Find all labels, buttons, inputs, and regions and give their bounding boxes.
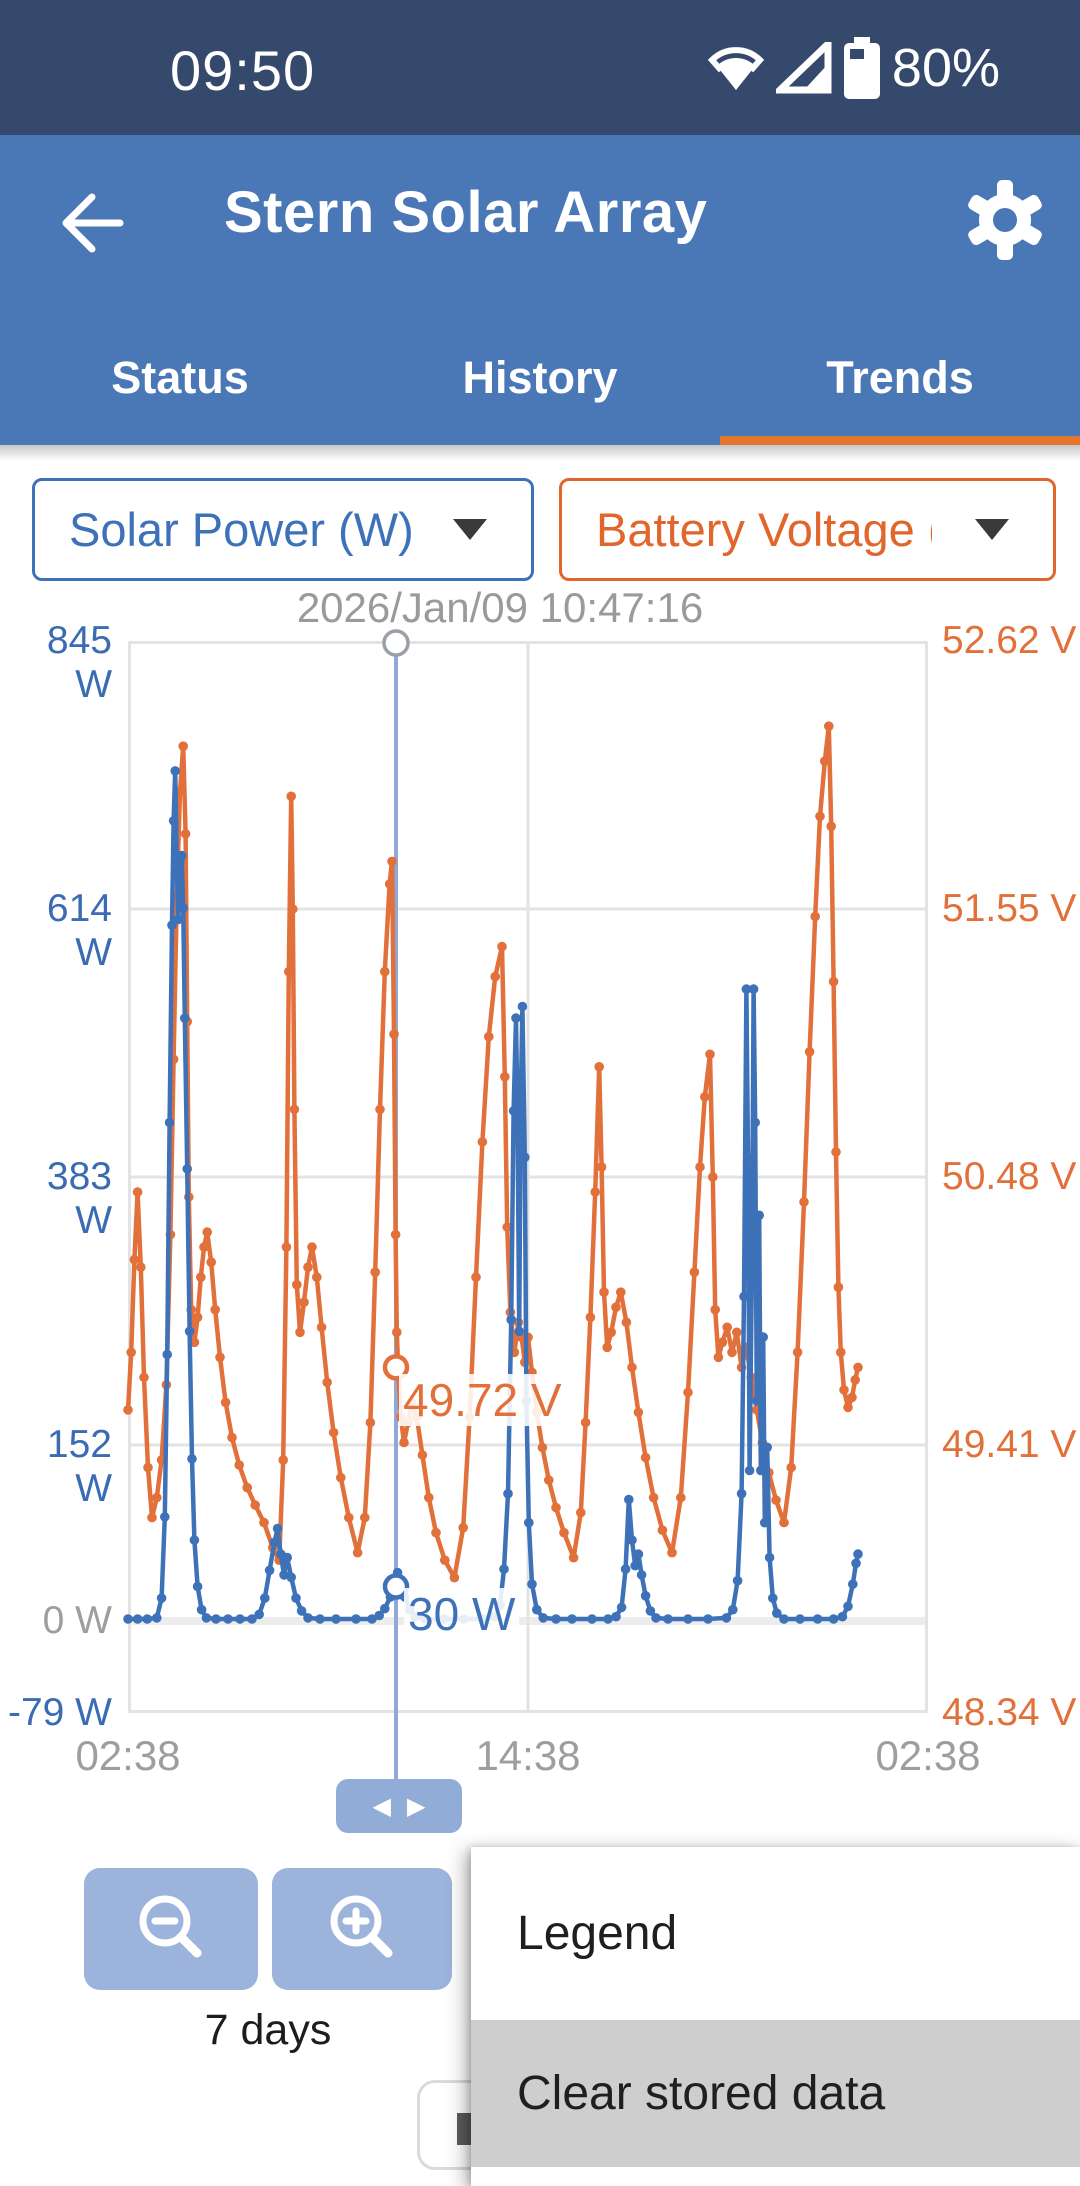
right-axis-tick: 52.62 V — [942, 619, 1077, 662]
status-icons: 80% — [706, 0, 1000, 135]
cursor-top-marker — [382, 629, 410, 657]
status-time: 09:50 — [170, 39, 316, 102]
chart-gridlines — [128, 641, 928, 1713]
cursor-power-marker — [382, 1573, 410, 1600]
cursor-datetime: 2026/Jan/09 10:47:16 — [296, 584, 704, 631]
right-axis-tick: 49.41 V — [942, 1423, 1077, 1466]
left-series-selector[interactable]: Solar Power (W) — [32, 478, 534, 581]
menu-item-clear-stored-data[interactable]: Clear stored data — [471, 2020, 1080, 2167]
cursor-voltage-marker — [382, 1354, 410, 1381]
left-series-label: Solar Power (W) — [69, 503, 414, 556]
right-series-selector[interactable]: Battery Voltage (… — [559, 478, 1056, 581]
cursor-voltage-value: 49.72 V — [399, 1374, 566, 1426]
battery-icon — [843, 36, 880, 99]
left-axis-tick: -79 W — [7, 1691, 112, 1734]
right-axis-tick: 48.34 V — [942, 1691, 1077, 1734]
left-axis-tick: 152 W — [46, 1423, 112, 1510]
x-axis-tick: 02:38 — [875, 1732, 981, 1779]
zoom-out-icon — [139, 1895, 202, 1958]
cursor-power-value: 30 W — [404, 1588, 520, 1640]
left-axis-tick: 845 W — [46, 619, 112, 706]
time-scrubber-handle[interactable]: ◀ ▶ — [336, 1779, 462, 1833]
zoom-range-label: 7 days — [204, 2006, 332, 2054]
zoom-in-button[interactable] — [272, 1868, 452, 1990]
zoom-in-icon — [330, 1895, 393, 1958]
right-series-label: Battery Voltage (… — [596, 503, 932, 556]
left-axis-zero-tick: 0 W — [42, 1599, 112, 1642]
back-button[interactable] — [52, 183, 132, 263]
series-line — [125, 723, 861, 1580]
left-axis-tick: 614 W — [46, 887, 112, 974]
appbar-shadow — [0, 445, 1080, 461]
page-title: Stern Solar Array — [224, 180, 708, 245]
menu-item-legend[interactable]: Legend — [517, 1907, 678, 1960]
right-axis-tick: 51.55 V — [942, 887, 1077, 930]
cellular-signal-icon — [775, 41, 832, 93]
series-line — [128, 768, 861, 1622]
tab-trends[interactable]: Trends — [826, 351, 974, 403]
tab-status[interactable]: Status — [111, 351, 249, 403]
app-bar: Stern Solar Array — [0, 135, 1080, 310]
partial-icon-fragment — [457, 2113, 475, 2145]
tab-history[interactable]: History — [462, 351, 618, 403]
trend-chart[interactable] — [123, 629, 928, 1781]
overflow-menu: Legend Clear stored data — [471, 1847, 1080, 2186]
left-axis-tick: 383 W — [46, 1155, 112, 1242]
x-axis-tick: 02:38 — [75, 1732, 181, 1779]
settings-gear-button[interactable] — [962, 177, 1048, 263]
tab-bar: Status History Trends — [0, 310, 1080, 445]
zoom-out-button[interactable] — [84, 1868, 258, 1990]
wifi-icon — [707, 46, 765, 90]
chevron-down-icon — [453, 519, 487, 540]
status-bar: 09:50 80% — [0, 0, 1080, 135]
active-tab-indicator — [720, 436, 1080, 445]
right-axis-tick: 50.48 V — [942, 1155, 1077, 1198]
battery-percent: 80% — [891, 37, 1000, 98]
chevron-down-icon — [975, 519, 1009, 540]
scrub-left-arrow-icon: ◀ — [372, 1792, 391, 1820]
x-axis-tick: 14:38 — [475, 1732, 581, 1779]
scrub-right-arrow-icon: ▶ — [407, 1792, 426, 1820]
